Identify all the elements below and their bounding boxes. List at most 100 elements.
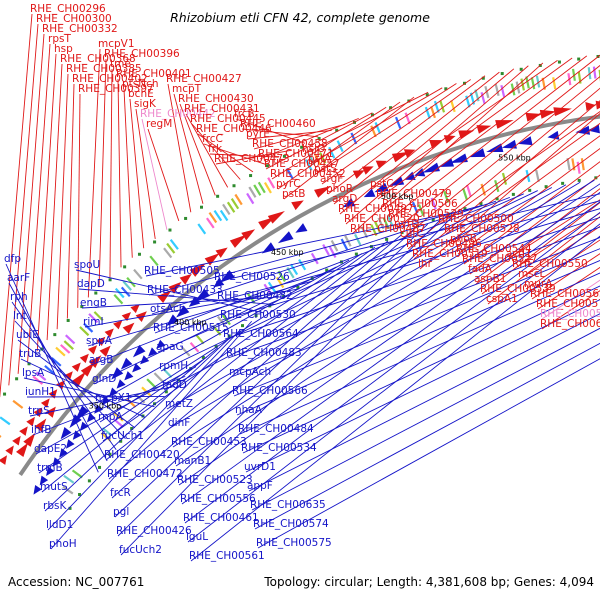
- cog-stripe: [289, 263, 299, 276]
- connector-line: [11, 301, 117, 450]
- forward-gene: [553, 107, 572, 117]
- gene-label: RHE_CH00539: [480, 283, 556, 295]
- connector-line: [166, 184, 567, 410]
- gene-label: cspA1: [486, 293, 518, 305]
- reverse-gene: [148, 347, 158, 357]
- forward-gene: [495, 120, 514, 129]
- connector-line: [14, 320, 126, 439]
- cog-stripe: [197, 223, 207, 235]
- gene-label: mcpT: [172, 83, 202, 95]
- reverse-gene: [547, 130, 560, 140]
- connector-line: [245, 299, 600, 473]
- connector-line: [20, 358, 145, 418]
- forward-gene: [12, 435, 21, 446]
- reverse-gene: [422, 162, 440, 173]
- connector-line: [23, 377, 155, 408]
- reverse-gene: [33, 484, 42, 495]
- gc-dot: [511, 192, 515, 196]
- cog-stripe: [126, 398, 137, 408]
- connector-line: [147, 128, 180, 222]
- cog-stripe: [60, 344, 71, 354]
- cog-stripe: [114, 287, 125, 299]
- gene-label: glnD: [92, 373, 116, 385]
- cog-stripe: [32, 375, 44, 385]
- cog-stripe: [133, 268, 143, 280]
- connector-line: [309, 87, 443, 165]
- gene-label: RHE_CH00520: [344, 213, 420, 225]
- reverse-gene: [176, 305, 190, 318]
- gc-dot: [389, 106, 393, 110]
- map-title: Rhizobium etli CFN 42, complete genome: [170, 10, 430, 25]
- gene-label: RHE_CH00635: [250, 499, 326, 511]
- gene-label: trpS: [28, 405, 50, 417]
- forward-gene: [241, 229, 256, 241]
- gc-dot: [561, 181, 565, 185]
- reverse-gene: [213, 277, 225, 288]
- forward-gene: [26, 416, 35, 427]
- cog-stripe: [443, 190, 450, 203]
- cog-stripe: [386, 214, 394, 227]
- forward-gene: [229, 234, 248, 248]
- gene-label: RHE_CH00368: [60, 53, 136, 65]
- connector-line: [218, 200, 600, 302]
- cog-stripe: [0, 416, 11, 426]
- gene-label: mscL: [518, 268, 545, 280]
- connector-line: [215, 149, 292, 165]
- cog-stripe: [354, 233, 362, 246]
- gene-label: RHE_CH00452: [270, 168, 346, 180]
- gene-label: cutC: [400, 228, 424, 240]
- cog-stripe: [163, 247, 173, 259]
- connector-line: [283, 96, 415, 200]
- gene-label: regM: [146, 118, 172, 130]
- tick-label: 350 kbp: [89, 402, 122, 411]
- connector-line: [41, 347, 218, 493]
- connector-line: [120, 213, 456, 556]
- gene-label: dinF: [168, 417, 190, 429]
- gene-label: rimI: [83, 316, 104, 328]
- gc-dot: [168, 228, 172, 232]
- reverse-gene: [166, 314, 179, 327]
- cog-stripe: [63, 340, 74, 351]
- connector-line: [160, 190, 538, 372]
- cog-stripe: [404, 112, 411, 125]
- connector-line: [419, 113, 600, 270]
- cog-stripe: [374, 221, 382, 233]
- cog-stripe: [450, 100, 456, 113]
- gene-label: RHE_CH00519: [412, 248, 488, 260]
- tick-label: 450 kbp: [271, 248, 304, 257]
- gene-label: RHE_CH00572: [536, 298, 600, 310]
- gene-label: RHE_CH00575: [256, 537, 332, 549]
- connector-line: [203, 143, 266, 165]
- gene-label: mutS: [40, 481, 68, 493]
- forward-gene: [585, 102, 597, 111]
- reverse-gene: [124, 371, 134, 381]
- cog-stripe: [328, 246, 337, 258]
- connector-line: [108, 234, 402, 480]
- gene-label: aarF: [7, 272, 30, 284]
- gc-dot: [201, 355, 205, 359]
- gene-label: RHE_CH00296: [30, 3, 106, 15]
- connector-line: [17, 339, 136, 429]
- cog-stripe: [248, 186, 257, 198]
- gene-label: RHE_CH00574: [253, 518, 329, 530]
- cog-stripe: [219, 209, 229, 222]
- connector-line: [235, 118, 306, 144]
- forward-gene: [80, 362, 95, 377]
- connector-line: [157, 193, 524, 353]
- forward-gene: [130, 304, 140, 314]
- gene-label: RHE_CH00401: [116, 68, 192, 80]
- connector-line: [102, 246, 376, 442]
- gc-dot: [216, 194, 220, 198]
- connector-line: [371, 59, 558, 190]
- gene-label: RHE_CH00528: [444, 223, 520, 235]
- forward-gene: [122, 322, 135, 335]
- connector-line: [78, 288, 276, 306]
- summary-text: Topology: circular; Length: 4,381,608 bp…: [263, 575, 594, 589]
- gc-dot: [296, 285, 300, 289]
- reverse-gene: [501, 139, 517, 149]
- connector-line: [248, 313, 600, 492]
- connector-line: [209, 153, 279, 158]
- gc-dot: [66, 318, 70, 322]
- gene-label: pyrD: [394, 218, 419, 230]
